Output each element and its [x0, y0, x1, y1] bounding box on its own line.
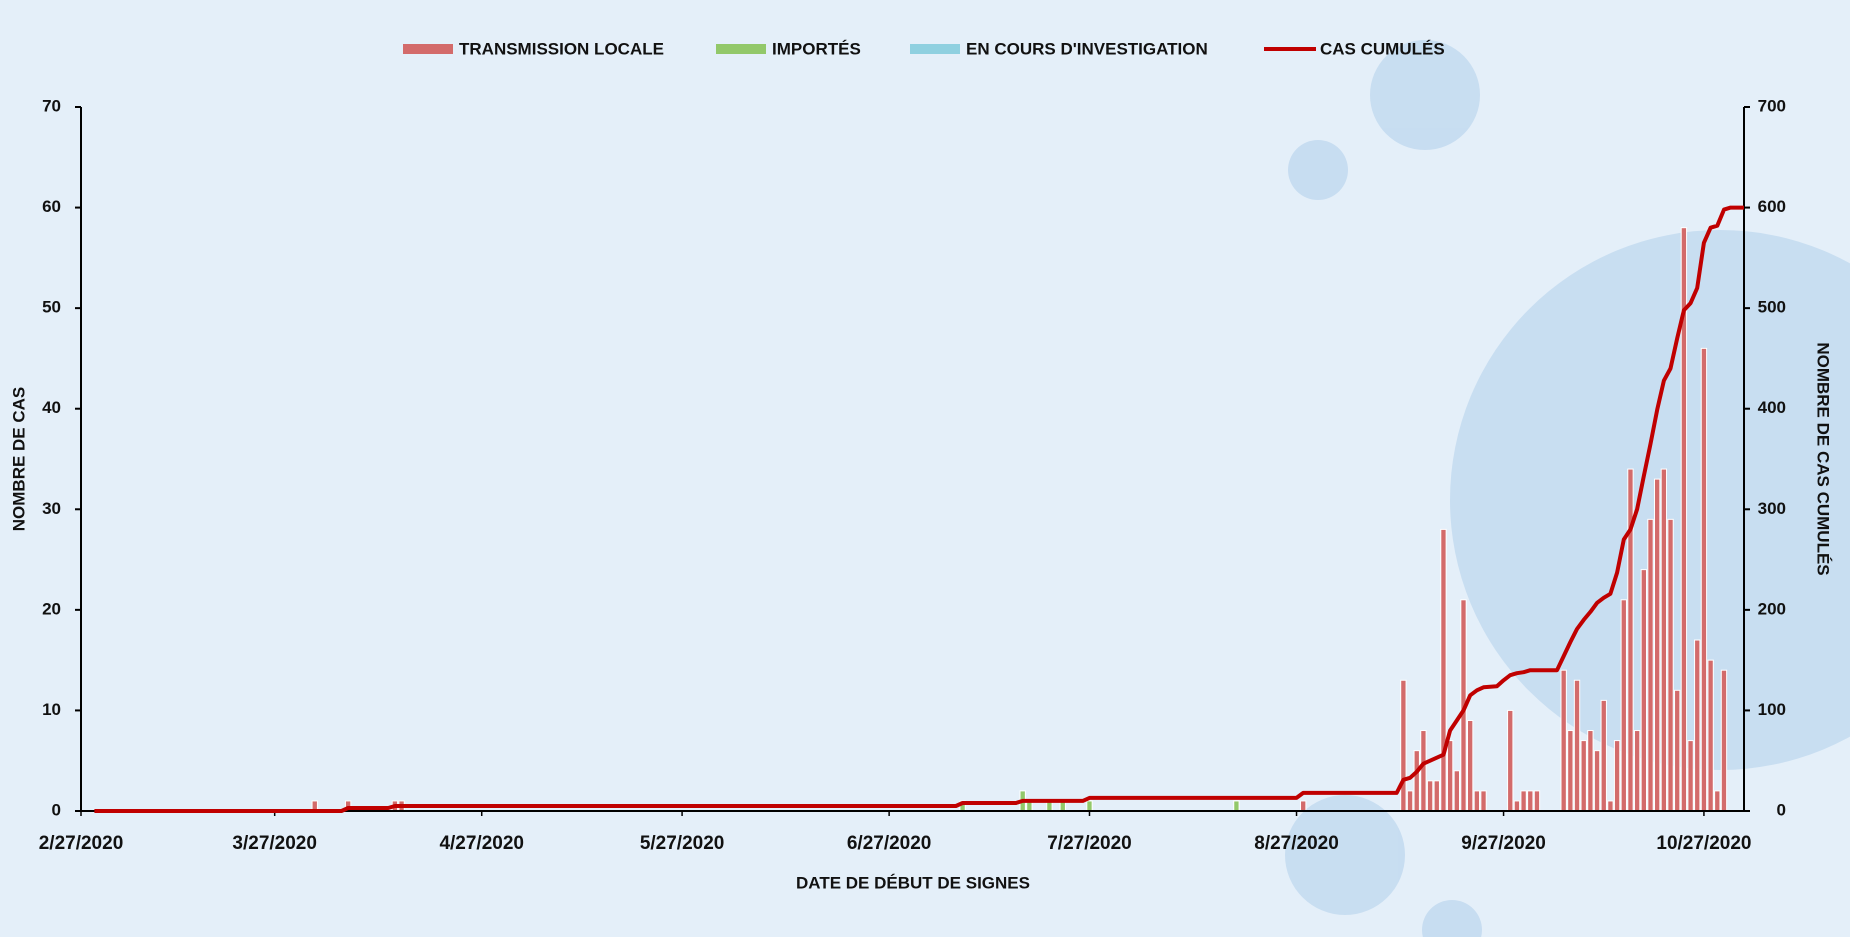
y-tick-label: 30 — [42, 499, 61, 518]
bar — [1467, 719, 1474, 812]
bar — [1720, 669, 1728, 812]
bar — [1440, 528, 1447, 812]
legend-swatch — [403, 44, 453, 54]
x-tick-label: 6/27/2020 — [847, 833, 932, 854]
y-tick-label: 10 — [42, 700, 61, 719]
legend-swatch — [716, 44, 766, 54]
bar — [1446, 740, 1454, 812]
bar — [1086, 800, 1093, 812]
cumulative-line — [94, 205, 1744, 813]
y-tick-label: 0 — [52, 800, 61, 819]
bar — [1667, 518, 1674, 812]
legend-label: EN COURS D'INVESTIGATION — [966, 39, 1208, 58]
y-tick-label: 20 — [42, 599, 61, 618]
y-tick-label: 40 — [42, 398, 61, 417]
bar — [1420, 730, 1427, 812]
legend-label: IMPORTÉS — [772, 39, 861, 58]
y-tick-label: 60 — [42, 197, 61, 216]
y2-tick-label: 500 — [1758, 298, 1786, 317]
bar — [1473, 790, 1481, 812]
x-tick-label: 2/27/2020 — [39, 833, 124, 854]
legend-swatch — [910, 44, 960, 54]
x-tick-label: 5/27/2020 — [640, 833, 725, 854]
bar — [1607, 800, 1614, 812]
bar — [1714, 790, 1721, 812]
bar — [1687, 740, 1694, 812]
bar — [1300, 800, 1307, 812]
bar — [1507, 709, 1514, 812]
y2-tick-label: 200 — [1758, 599, 1786, 618]
bar — [1520, 790, 1527, 812]
bar — [1633, 730, 1641, 812]
x-axis-title: DATE DE DÉBUT DE SIGNES — [796, 873, 1030, 892]
y2-tick-label: 700 — [1758, 96, 1786, 115]
bar — [1413, 750, 1420, 812]
bar — [1654, 478, 1661, 812]
bar — [1400, 679, 1407, 812]
bar — [1513, 800, 1521, 812]
y-tick-label: 50 — [42, 298, 61, 317]
x-tick-label: 10/27/2020 — [1656, 833, 1751, 854]
bar — [1640, 569, 1647, 812]
bar — [1453, 770, 1460, 812]
bar — [1533, 790, 1541, 812]
bar — [1587, 730, 1594, 812]
bar — [1426, 780, 1434, 812]
x-tick-label: 3/27/2020 — [232, 833, 317, 854]
bar — [1573, 679, 1581, 812]
bar — [1406, 790, 1414, 812]
legend-label: TRANSMISSION LOCALE — [459, 39, 664, 58]
x-tick-label: 4/27/2020 — [439, 833, 524, 854]
bar — [1660, 468, 1668, 812]
y2-tick-label: 300 — [1758, 499, 1786, 518]
bar — [1647, 518, 1654, 812]
bar — [1527, 790, 1534, 812]
y-axis-title: NOMBRE DE CAS — [9, 387, 28, 532]
y2-tick-label: 0 — [1777, 800, 1786, 819]
background-decoration — [1285, 40, 1850, 937]
legend: TRANSMISSION LOCALE IMPORTÉS EN COURS D'IN… — [403, 39, 1445, 58]
bar — [1613, 740, 1621, 812]
y-tick-label: 70 — [42, 96, 61, 115]
bar — [1674, 689, 1681, 812]
bar — [1600, 699, 1607, 812]
bar — [1707, 659, 1714, 812]
bar — [1233, 800, 1240, 812]
y2-axis-title: NOMBRE DE CAS CUMULÉS — [1814, 342, 1833, 575]
x-tick-label: 8/27/2020 — [1254, 833, 1339, 854]
x-tick-label: 9/27/2020 — [1461, 833, 1546, 854]
bar — [1480, 790, 1487, 812]
bar — [1567, 730, 1574, 812]
bar — [1620, 599, 1627, 812]
bar — [1580, 740, 1587, 812]
bar — [1700, 347, 1708, 812]
bar — [1593, 750, 1601, 812]
bar — [1694, 639, 1701, 812]
bar — [1433, 780, 1440, 812]
x-tick-label: 7/27/2020 — [1047, 833, 1132, 854]
legend-label: CAS CUMULÉS — [1320, 39, 1445, 58]
y2-tick-label: 100 — [1758, 700, 1786, 719]
y2-tick-label: 600 — [1758, 197, 1786, 216]
bar — [1560, 669, 1567, 812]
y2-tick-label: 400 — [1758, 398, 1786, 417]
